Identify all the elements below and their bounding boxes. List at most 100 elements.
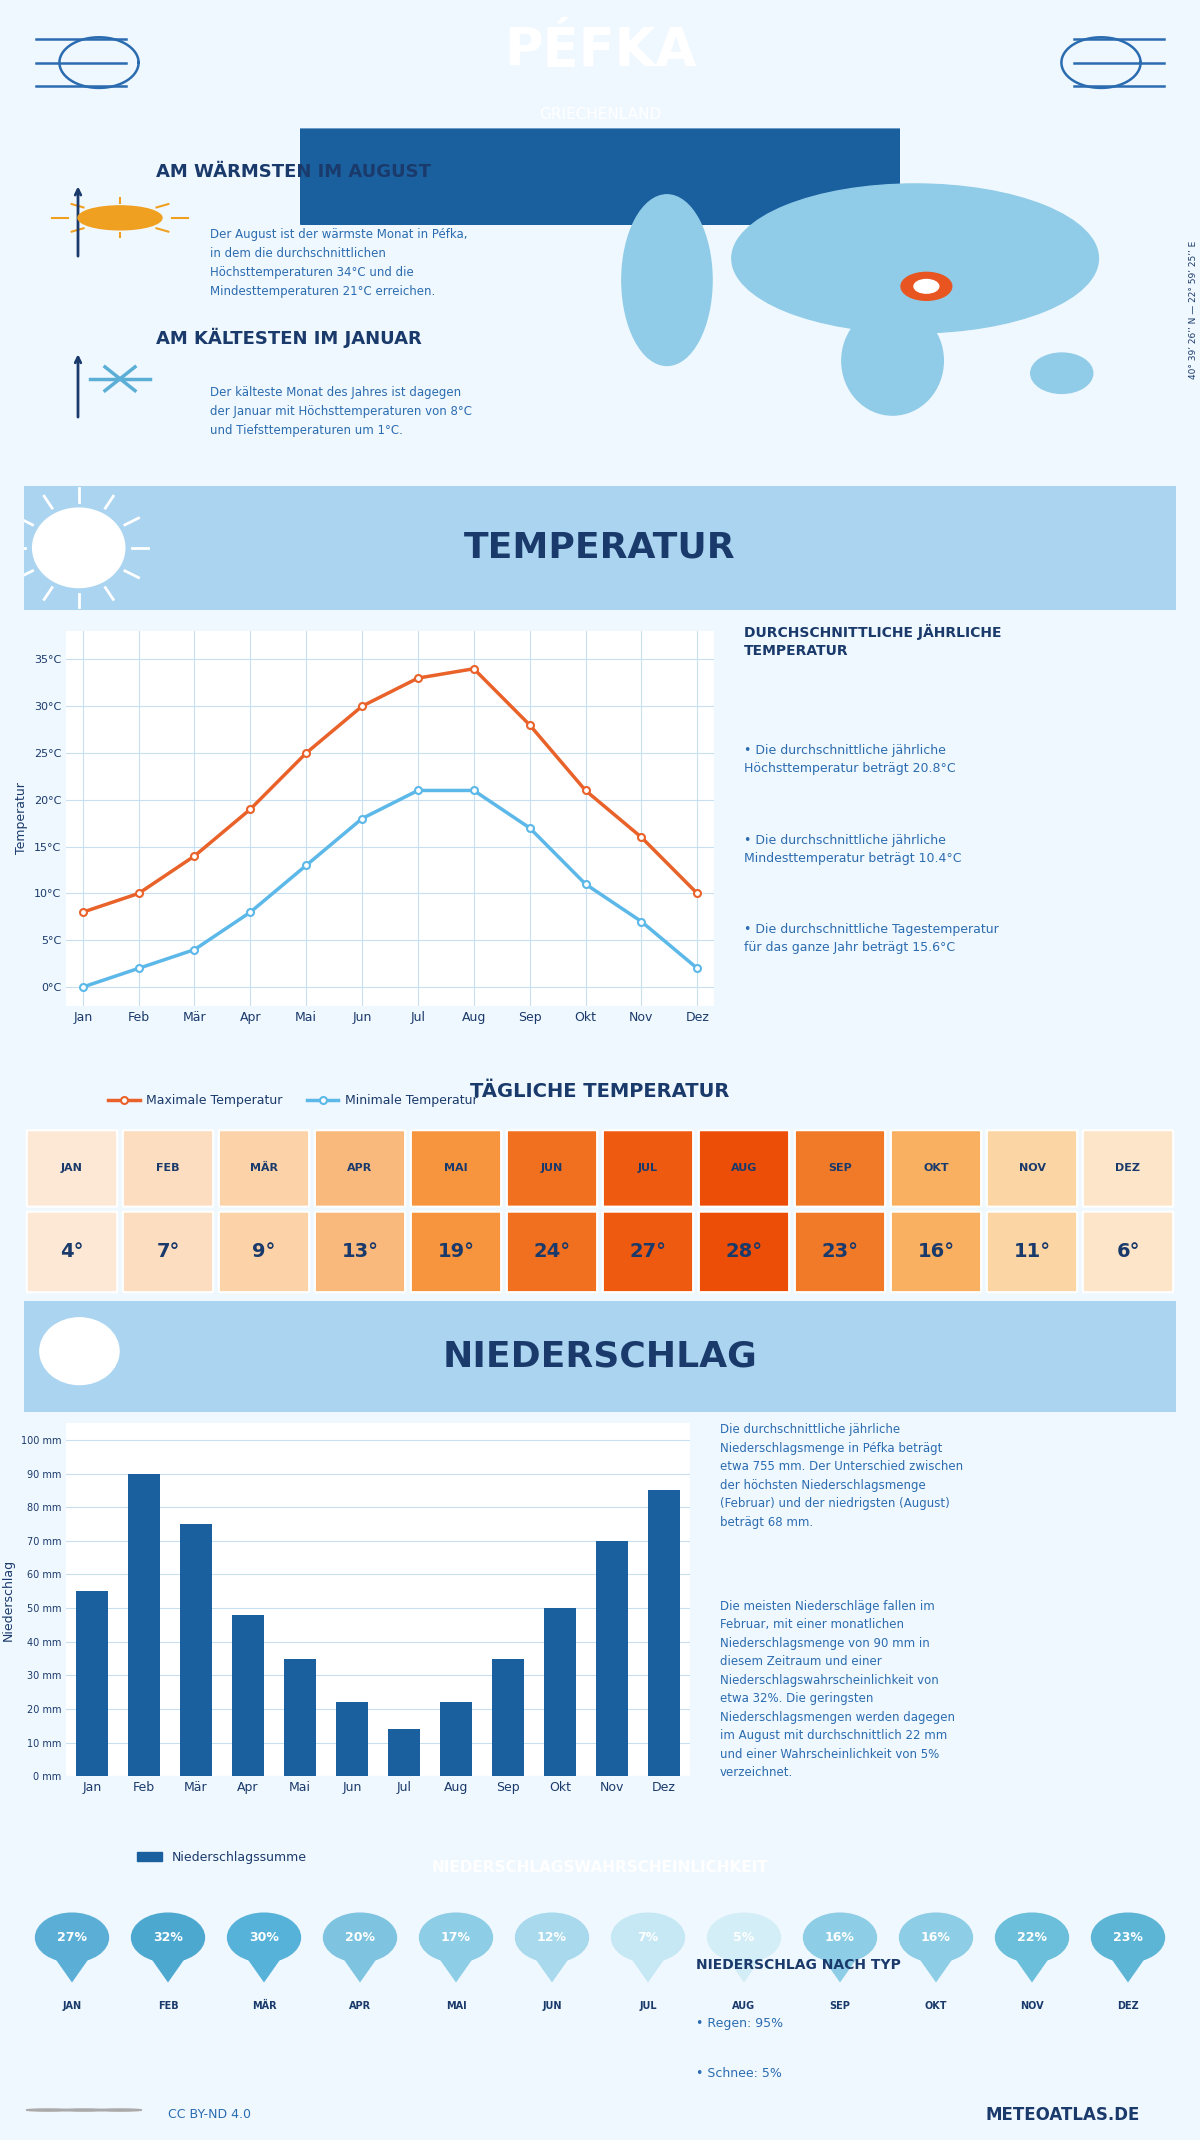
Polygon shape: [336, 1947, 384, 1982]
Text: JUN: JUN: [542, 2001, 562, 2012]
Text: JAN: JAN: [62, 2001, 82, 2012]
Minimale Temperatur: [522, 815, 536, 841]
FancyBboxPatch shape: [698, 1130, 790, 1207]
Polygon shape: [1104, 1947, 1152, 1982]
Text: 19°: 19°: [438, 1243, 474, 1260]
Circle shape: [901, 272, 952, 300]
Text: SEP: SEP: [829, 2001, 851, 2012]
Polygon shape: [528, 1947, 576, 1982]
Circle shape: [914, 280, 938, 293]
FancyBboxPatch shape: [1082, 1211, 1174, 1293]
FancyBboxPatch shape: [890, 1211, 982, 1293]
Bar: [648, 1489, 679, 1776]
Polygon shape: [816, 1947, 864, 1982]
Maximale Temperatur: [132, 882, 146, 907]
Bar: [77, 1592, 108, 1776]
Maximale Temperatur: [467, 655, 481, 681]
FancyBboxPatch shape: [218, 1211, 310, 1293]
Text: 7%: 7%: [637, 1930, 659, 1943]
Text: MAI: MAI: [445, 2001, 467, 2012]
Text: APR: APR: [349, 2001, 371, 2012]
Circle shape: [420, 1913, 492, 1962]
Text: AM WÄRMSTEN IM AUGUST: AM WÄRMSTEN IM AUGUST: [156, 163, 431, 182]
Circle shape: [1092, 1913, 1164, 1962]
Bar: [492, 1658, 523, 1776]
FancyBboxPatch shape: [314, 1211, 406, 1293]
FancyBboxPatch shape: [122, 1211, 214, 1293]
Text: Die durchschnittliche jährliche
Niederschlagsmenge in Péfka beträgt
etwa 755 mm.: Die durchschnittliche jährliche Niedersc…: [720, 1423, 964, 1528]
Text: JAN: JAN: [61, 1164, 83, 1173]
Polygon shape: [624, 1947, 672, 1982]
Circle shape: [996, 1913, 1068, 1962]
Maximale Temperatur: [522, 713, 536, 738]
Text: NIEDERSCHLAG NACH TYP: NIEDERSCHLAG NACH TYP: [696, 1958, 901, 1973]
Circle shape: [708, 1913, 780, 1962]
Text: 6°: 6°: [1116, 1243, 1140, 1260]
Text: Der August ist der wärmste Monat in Péfka,
in dem die durchschnittlichen
Höchstt: Der August ist der wärmste Monat in Péfk…: [210, 229, 468, 297]
Text: FEB: FEB: [156, 1164, 180, 1173]
Text: 7°: 7°: [156, 1243, 180, 1260]
Text: JUN: JUN: [541, 1164, 563, 1173]
Maximale Temperatur: [410, 666, 425, 691]
Text: Die meisten Niederschläge fallen im
Februar, mit einer monatlichen
Niederschlags: Die meisten Niederschläge fallen im Febr…: [720, 1601, 955, 1778]
Bar: [180, 1524, 211, 1776]
Minimale Temperatur: [187, 937, 202, 963]
Text: 40° 39’ 26’’ N — 22° 59’ 25’’ E: 40° 39’ 26’’ N — 22° 59’ 25’’ E: [1188, 242, 1198, 379]
Text: METEOATLAS.DE: METEOATLAS.DE: [985, 2106, 1140, 2123]
Circle shape: [132, 1913, 204, 1962]
Text: CC BY-ND 4.0: CC BY-ND 4.0: [168, 2108, 251, 2121]
Text: NOV: NOV: [1019, 1164, 1045, 1173]
Maximale Temperatur: [578, 777, 593, 802]
Text: 30%: 30%: [250, 1930, 278, 1943]
FancyBboxPatch shape: [218, 1130, 310, 1207]
Text: NOV: NOV: [1020, 2001, 1044, 2012]
Text: AUG: AUG: [731, 1164, 757, 1173]
Circle shape: [62, 2108, 106, 2112]
Minimale Temperatur: [467, 777, 481, 802]
FancyBboxPatch shape: [698, 1211, 790, 1293]
Text: 13°: 13°: [342, 1243, 378, 1260]
Text: DEZ: DEZ: [1116, 1164, 1140, 1173]
Bar: [389, 1729, 420, 1776]
Text: OKT: OKT: [925, 2001, 947, 2012]
Minimale Temperatur: [410, 777, 425, 802]
Text: OKT: OKT: [923, 1164, 949, 1173]
FancyBboxPatch shape: [506, 1211, 598, 1293]
Ellipse shape: [622, 195, 712, 366]
Text: 16°: 16°: [918, 1243, 954, 1260]
Circle shape: [324, 1913, 396, 1962]
Maximale Temperatur: [76, 899, 90, 924]
Bar: [440, 1701, 472, 1776]
Text: 23%: 23%: [1114, 1930, 1142, 1943]
Text: MAI: MAI: [444, 1164, 468, 1173]
Circle shape: [98, 2108, 142, 2112]
Minimale Temperatur: [634, 910, 648, 935]
Bar: [596, 1541, 628, 1776]
Maximale Temperatur: [355, 693, 370, 719]
Text: • Die durchschnittliche jährliche
Mindesttemperatur beträgt 10.4°C: • Die durchschnittliche jährliche Mindes…: [744, 832, 961, 865]
FancyBboxPatch shape: [1082, 1130, 1174, 1207]
Text: JUL: JUL: [640, 2001, 656, 2012]
Circle shape: [36, 1913, 108, 1962]
Minimale Temperatur: [299, 852, 313, 877]
Text: 22%: 22%: [1018, 1930, 1046, 1943]
FancyBboxPatch shape: [602, 1130, 694, 1207]
Text: APR: APR: [347, 1164, 373, 1173]
Text: 4°: 4°: [60, 1243, 84, 1260]
Maximale Temperatur: [244, 796, 258, 822]
Text: • Die durchschnittliche jährliche
Höchsttemperatur beträgt 20.8°C: • Die durchschnittliche jährliche Höchst…: [744, 745, 955, 775]
Text: 9°: 9°: [252, 1243, 276, 1260]
Text: 12%: 12%: [538, 1930, 568, 1943]
Maximale Temperatur: [299, 740, 313, 766]
Circle shape: [32, 507, 125, 588]
Line: Maximale Temperatur: Maximale Temperatur: [79, 666, 701, 916]
Ellipse shape: [732, 184, 1098, 334]
Polygon shape: [720, 1947, 768, 1982]
Text: TÄGLICHE TEMPERATUR: TÄGLICHE TEMPERATUR: [470, 1083, 730, 1100]
Maximale Temperatur: [187, 843, 202, 869]
Text: 27%: 27%: [58, 1930, 88, 1943]
Text: 20%: 20%: [346, 1930, 374, 1943]
FancyBboxPatch shape: [314, 1130, 406, 1207]
Text: 11°: 11°: [1014, 1243, 1050, 1260]
FancyBboxPatch shape: [794, 1211, 886, 1293]
